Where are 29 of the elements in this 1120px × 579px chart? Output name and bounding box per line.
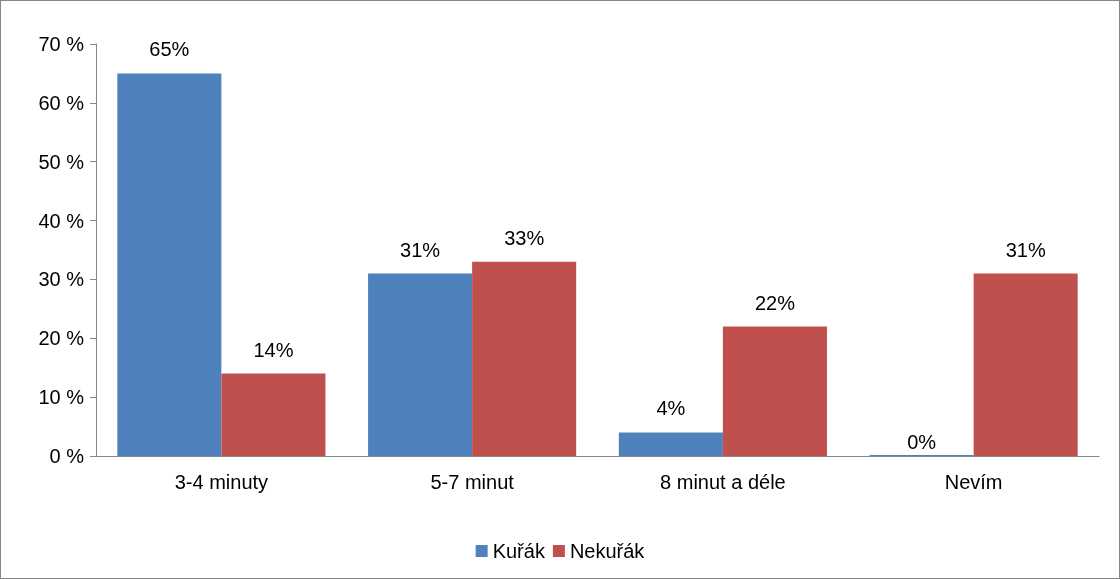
data-label: 33% — [504, 226, 545, 249]
bar — [368, 273, 473, 456]
x-tick-label: 3-4 minuty — [174, 471, 269, 493]
data-label: 31% — [1005, 238, 1046, 261]
bar — [117, 73, 222, 456]
bar — [221, 373, 326, 456]
bar — [722, 326, 827, 456]
legend-label: Nekuřák — [569, 540, 646, 562]
y-tick-label: 30 % — [38, 268, 85, 291]
y-tick-label: 40 % — [38, 209, 85, 232]
bar — [973, 273, 1078, 456]
bar — [472, 261, 577, 456]
y-tick-label: 50 % — [38, 150, 85, 173]
data-label: 31% — [400, 238, 441, 261]
x-tick-label: 5-7 minut — [430, 471, 515, 493]
x-tick-label: 8 minut a déle — [660, 471, 786, 493]
legend-label: Kuřák — [492, 540, 546, 562]
data-label: 22% — [754, 291, 796, 314]
y-tick-label: 0 % — [49, 445, 85, 467]
data-label: 14% — [253, 338, 294, 361]
x-tick-label: Nevím — [944, 471, 1003, 493]
bar — [618, 432, 723, 456]
y-tick-label: 70 % — [38, 33, 85, 55]
data-label: 65% — [149, 38, 190, 61]
data-label: 4% — [656, 397, 686, 420]
y-tick-label: 10 % — [38, 386, 85, 409]
y-tick-label: 60 % — [38, 91, 85, 114]
y-tick-label: 20 % — [38, 327, 85, 350]
data-label: 0% — [907, 431, 937, 453]
